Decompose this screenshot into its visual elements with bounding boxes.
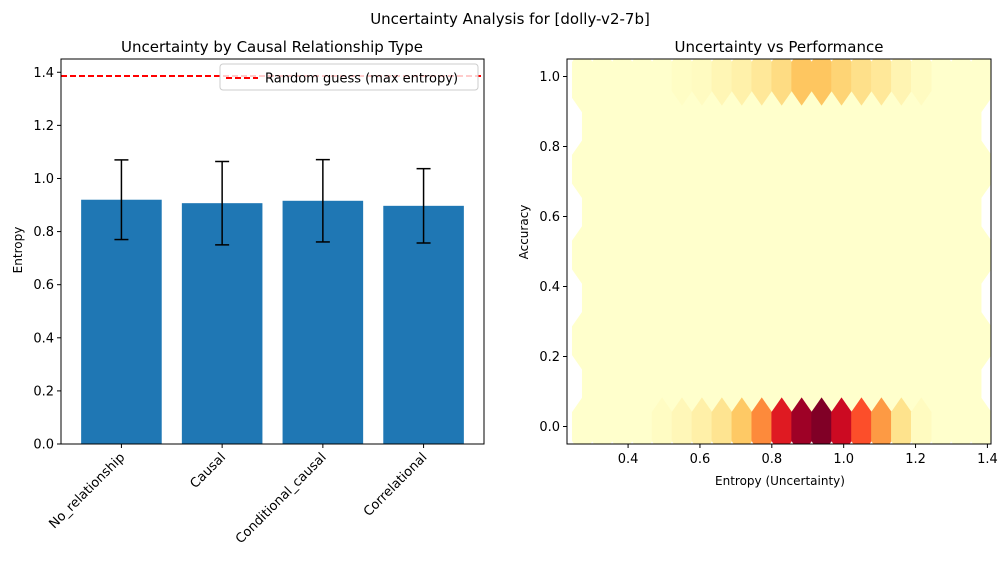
bar-chart-title: Uncertainty by Causal Relationship Type (121, 38, 423, 56)
bar-chart-ylabel: Entropy (11, 227, 25, 274)
y-tick-label: 0.0 (539, 420, 560, 435)
y-tick-label: 0.8 (539, 140, 560, 155)
y-tick-label: 0.6 (539, 210, 560, 225)
x-tick-label: 0.6 (690, 452, 711, 467)
hexbin-cell (911, 59, 932, 106)
x-tick-label: 0.8 (761, 452, 782, 467)
y-tick-label: 1.0 (33, 172, 54, 187)
x-tick-label: 1.2 (905, 452, 926, 467)
hexbin-background-cell (970, 59, 991, 106)
x-tick-label: 1.4 (977, 452, 998, 467)
y-tick-label: 0.2 (539, 350, 560, 365)
y-tick-label: 0.6 (33, 278, 54, 293)
y-tick-label: 0.4 (539, 280, 560, 295)
bar-chart-frame (60, 58, 485, 445)
legend-box (219, 63, 479, 91)
bar (383, 205, 464, 444)
hexbin-plot-area (567, 59, 991, 444)
y-tick-label: 1.0 (539, 70, 560, 85)
bar-chart-panel: Uncertainty by Causal Relationship Type … (11, 38, 485, 547)
hexbin-ylabel: Accuracy (517, 205, 531, 260)
hexbin-panel: Uncertainty vs Performance Accuracy Entr… (517, 38, 998, 488)
y-tick-label: 1.4 (33, 66, 54, 81)
y-tick-label: 0.8 (33, 225, 54, 240)
hexbin-axes: 0.4 0.6 0.8 1.0 1.2 1.4 0.0 0.2 0.4 0.6 0.8 1.0 (539, 70, 997, 467)
y-tick-label: 0.4 (33, 331, 54, 346)
y-tick-label: 0.0 (33, 438, 54, 453)
hexbin-cell (911, 397, 932, 444)
figure-suptitle: Uncertainty Analysis for [dolly-v2-7b] (370, 10, 650, 28)
y-tick-label: 0.2 (33, 384, 54, 399)
legend-label: Random guess (max entropy) (265, 72, 458, 87)
x-tick-label: 0.4 (618, 452, 639, 467)
hexbin-title: Uncertainty vs Performance (675, 38, 884, 56)
x-tick-label: 1.0 (833, 452, 854, 467)
bar (81, 199, 162, 444)
hexbin-xlabel: Entropy (Uncertainty) (715, 474, 845, 488)
bar-chart-legend: Random guess (max entropy) (219, 63, 479, 91)
y-tick-label: 1.2 (33, 119, 54, 134)
hexbin-frame (566, 58, 992, 445)
